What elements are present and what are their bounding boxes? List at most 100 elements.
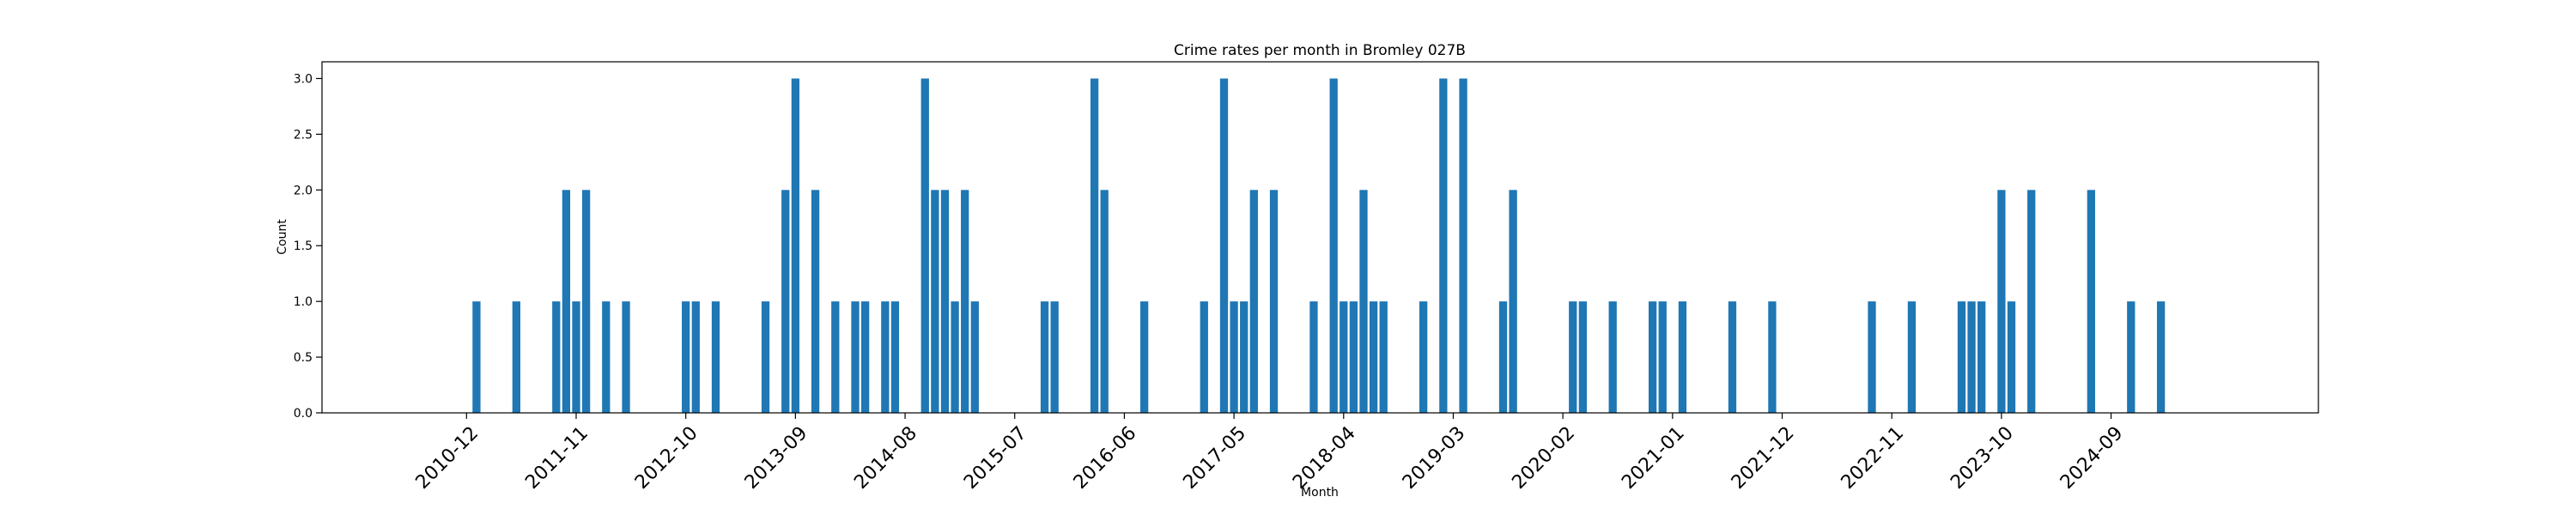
bar-2018-07 — [1369, 301, 1378, 413]
y-tick-label: 1.5 — [294, 239, 313, 253]
bar-2018-04 — [1340, 301, 1348, 413]
x-tick-label: 2019-03 — [1399, 422, 1470, 494]
bar-2018-05 — [1349, 301, 1358, 413]
bar-2019-04 — [1459, 78, 1467, 413]
bar-2011-05 — [512, 301, 520, 413]
bar-2020-11 — [1648, 301, 1657, 413]
bar-2014-06 — [881, 301, 890, 413]
bar-2018-08 — [1379, 301, 1388, 413]
y-tick-label: 3.0 — [294, 72, 313, 86]
bar-2019-08 — [1498, 301, 1508, 413]
x-tick-label: 2012-10 — [631, 422, 702, 494]
x-tick-label: 2011-11 — [521, 422, 592, 494]
bar-2011-12 — [581, 190, 591, 413]
y-axis: 0.0 0.5 1.0 1.5 2.0 2.5 3.0 — [294, 72, 322, 421]
bar-2015-02 — [961, 190, 969, 413]
bar-2017-04 — [1219, 78, 1229, 413]
bar-2012-11 — [691, 301, 700, 413]
bar-2017-07 — [1249, 190, 1258, 413]
bar-2019-09 — [1509, 190, 1517, 413]
y-tick-label: 2.5 — [294, 128, 313, 142]
bar-2021-07 — [1728, 301, 1737, 413]
x-tick-label: 2021-01 — [1618, 422, 1689, 494]
bar-2014-07 — [890, 301, 900, 413]
bar-2016-03 — [1090, 78, 1099, 413]
x-tick-label: 2018-04 — [1289, 422, 1360, 494]
bar-2023-06 — [1957, 301, 1966, 413]
bar-2023-01 — [1907, 301, 1917, 413]
bar-2013-06 — [761, 301, 770, 413]
bar-2014-11 — [931, 190, 939, 413]
y-tick-label: 1.0 — [294, 295, 313, 309]
bar-2023-08 — [1978, 301, 1986, 413]
x-tick-label: 2016-06 — [1070, 422, 1141, 494]
bar-2023-10 — [1997, 190, 2006, 413]
bar-2017-05 — [1230, 301, 1238, 413]
bar-2013-09 — [791, 78, 800, 413]
x-tick-label: 2023-10 — [1947, 422, 2018, 494]
bar-2020-07 — [1608, 301, 1617, 413]
bar-2016-08 — [1139, 301, 1149, 413]
bars-layer — [472, 78, 2166, 413]
bar-2018-03 — [1329, 78, 1338, 413]
bar-2014-12 — [940, 190, 950, 413]
bar-2016-04 — [1100, 190, 1109, 413]
x-tick-label: 2024-09 — [2057, 422, 2128, 494]
bar-2013-11 — [811, 190, 820, 413]
bar-2011-10 — [562, 190, 571, 413]
bar-2024-11 — [2127, 301, 2136, 413]
y-tick-label: 0.5 — [294, 351, 313, 365]
bar-2023-07 — [1967, 301, 1976, 413]
bar-2013-01 — [711, 301, 720, 413]
bar-2019-02 — [1439, 78, 1448, 413]
x-tick-label: 2022-11 — [1838, 422, 1909, 494]
bar-2018-01 — [1309, 301, 1318, 413]
bar-2015-10 — [1040, 301, 1049, 413]
x-tick-label: 2013-09 — [741, 422, 812, 494]
bar-2023-11 — [2007, 301, 2016, 413]
x-tick-label: 2010-12 — [412, 422, 483, 494]
bar-2021-02 — [1678, 301, 1687, 413]
plot-frame — [321, 61, 2319, 414]
bar-2020-03 — [1569, 301, 1577, 413]
bar-2013-08 — [781, 190, 790, 413]
x-tick-label: 2014-08 — [850, 422, 921, 494]
x-axis-label: Month — [1301, 486, 1339, 500]
x-tick-label: 2021-12 — [1728, 422, 1799, 494]
x-axis: 2010-12 2011-11 2012-10 2013-09 2014-08 2015-… — [412, 413, 2128, 494]
bar-2018-06 — [1359, 190, 1368, 413]
bar-2014-10 — [920, 78, 929, 413]
bar-2024-01 — [2027, 190, 2036, 413]
bar-2017-09 — [1269, 190, 1279, 413]
chart-title: Crime rates per month in Bromley 027B — [1174, 42, 1466, 59]
bar-2012-04 — [622, 301, 630, 413]
bar-2012-02 — [602, 301, 611, 413]
bar-2014-01 — [831, 301, 840, 413]
bar-2018-12 — [1419, 301, 1428, 413]
bar-2017-02 — [1200, 301, 1208, 413]
y-tick-label: 2.0 — [294, 184, 313, 197]
bar-2011-01 — [472, 301, 481, 413]
x-tick-label: 2020-02 — [1508, 422, 1579, 494]
bar-2015-11 — [1050, 301, 1059, 413]
bar-2025-02 — [2156, 301, 2166, 413]
bar-2024-07 — [2087, 190, 2095, 413]
bar-2015-01 — [951, 301, 959, 413]
x-tick-label: 2017-05 — [1179, 422, 1250, 494]
bar-2020-12 — [1658, 301, 1667, 413]
bar-2014-03 — [851, 301, 860, 413]
bar-2015-03 — [970, 301, 979, 413]
y-axis-label: Count — [276, 219, 289, 255]
bar-2012-10 — [682, 301, 690, 413]
bar-2017-06 — [1240, 301, 1249, 413]
bar-2011-11 — [572, 301, 580, 413]
bar-2022-09 — [1868, 301, 1876, 413]
x-tick-label: 2015-07 — [960, 422, 1031, 494]
bar-2020-04 — [1578, 301, 1588, 413]
bar-2021-11 — [1768, 301, 1777, 413]
bar-2011-09 — [552, 301, 561, 413]
bar-2014-04 — [860, 301, 870, 413]
y-tick-label: 0.0 — [294, 407, 313, 421]
